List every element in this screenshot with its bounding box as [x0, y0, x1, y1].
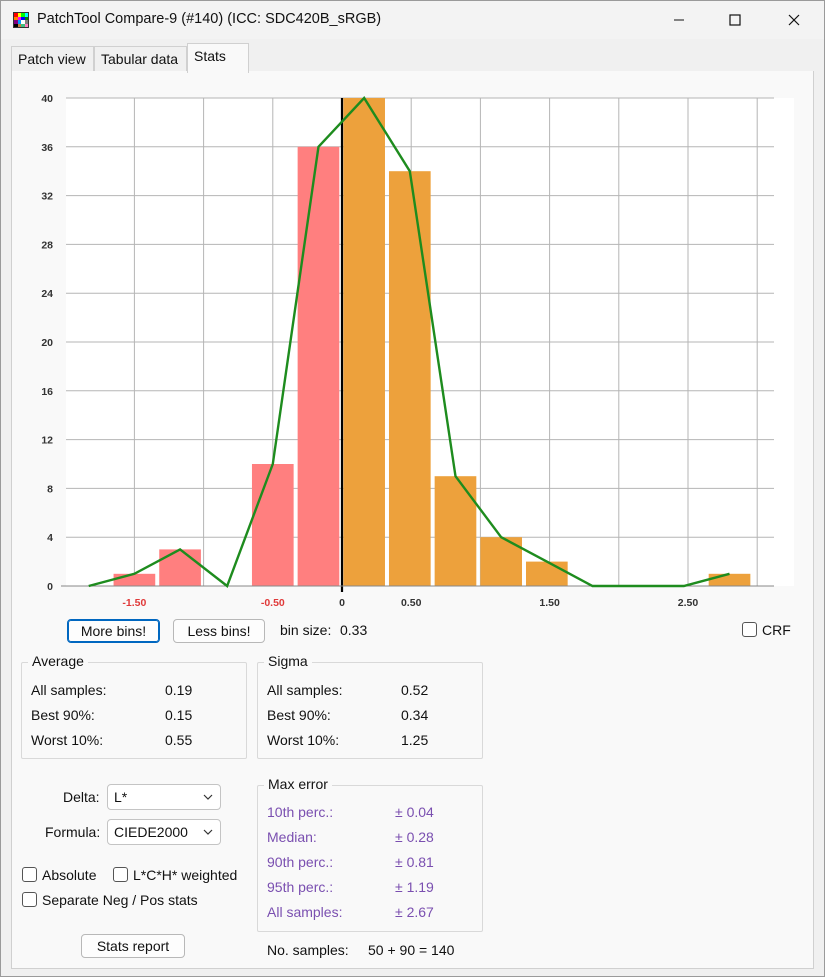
x-tick-label: -0.50: [261, 597, 285, 609]
tab-strip: Patch view Tabular data Stats: [11, 43, 814, 73]
crf-checkbox[interactable]: [742, 622, 757, 637]
average-group: Average: [21, 653, 247, 759]
average-best-value: 0.15: [165, 707, 193, 723]
y-tick-label: 16: [41, 386, 53, 398]
stats-report-button[interactable]: Stats report: [81, 934, 185, 958]
x-tick-label: 2.50: [678, 597, 699, 609]
histogram-bar: [251, 464, 294, 586]
median-value: ± 0.28: [395, 829, 434, 845]
perc10-value: ± 0.04: [395, 804, 434, 820]
histogram-bar: [159, 549, 201, 586]
tab-stats[interactable]: Stats: [187, 43, 249, 73]
maxerr-all-label: All samples:: [267, 904, 343, 920]
histogram-bar: [525, 561, 568, 586]
sigma-worst-value: 1.25: [401, 732, 429, 748]
samples-value: 50 + 90 = 140: [368, 942, 455, 958]
median-label: Median:: [267, 829, 317, 845]
chevron-down-icon: [203, 829, 213, 835]
x-tick-label: 0.50: [401, 597, 422, 609]
maximize-button[interactable]: [712, 1, 758, 39]
delta-label: Delta:: [63, 789, 100, 805]
histogram-bar: [343, 98, 385, 586]
average-all-value: 0.19: [165, 682, 193, 698]
lch-weighted-label: L*C*H* weighted: [133, 867, 238, 883]
y-tick-label: 36: [41, 142, 53, 154]
formula-select[interactable]: CIEDE2000: [107, 819, 221, 845]
y-tick-label: 12: [41, 435, 53, 447]
formula-select-value: CIEDE2000: [114, 824, 188, 840]
app-icon: [13, 12, 29, 28]
close-button[interactable]: [771, 1, 817, 39]
perc10-label: 10th perc.:: [267, 804, 334, 820]
minimize-button[interactable]: [656, 1, 702, 39]
bin-size-value: 0.33: [340, 622, 368, 638]
histogram-bar: [434, 476, 477, 586]
close-icon: [788, 14, 800, 26]
formula-label: Formula:: [45, 824, 101, 840]
more-bins-button[interactable]: More bins!: [67, 619, 160, 643]
histogram-bar: [297, 146, 340, 587]
sigma-worst-label: Worst 10%:: [267, 732, 340, 748]
average-worst-value: 0.55: [165, 732, 193, 748]
max-error-title: Max error: [264, 776, 332, 792]
perc90-label: 90th perc.:: [267, 854, 334, 870]
y-tick-label: 28: [41, 239, 53, 251]
histogram-bar: [708, 573, 751, 586]
absolute-checkbox[interactable]: [22, 867, 37, 882]
average-worst-label: Worst 10%:: [31, 732, 104, 748]
less-bins-button[interactable]: Less bins!: [173, 619, 265, 643]
x-tick-label: -1.50: [122, 597, 146, 609]
perc95-value: ± 1.19: [395, 879, 434, 895]
tab-tabular-data[interactable]: Tabular data: [94, 46, 187, 72]
y-tick-label: 4: [47, 532, 53, 544]
minimize-icon: [674, 19, 684, 21]
sigma-group: Sigma: [257, 653, 483, 759]
crf-label: CRF: [762, 622, 791, 638]
sigma-best-label: Best 90%:: [267, 707, 331, 723]
bin-size-label: bin size:: [280, 622, 332, 638]
histogram-bar: [113, 573, 156, 586]
sigma-all-label: All samples:: [267, 682, 343, 698]
y-tick-label: 0: [47, 581, 53, 593]
histogram-bar: [388, 171, 431, 586]
average-best-label: Best 90%:: [31, 707, 95, 723]
y-tick-label: 32: [41, 191, 53, 203]
y-tick-label: 24: [41, 288, 53, 300]
perc90-value: ± 0.81: [395, 854, 434, 870]
title-bar: PatchTool Compare-9 (#140) (ICC: SDC420B…: [1, 1, 824, 39]
tab-patch-view[interactable]: Patch view: [11, 46, 94, 72]
absolute-label: Absolute: [42, 867, 97, 883]
delta-select-value: L*: [114, 789, 128, 805]
chevron-down-icon: [203, 794, 213, 800]
distribution-line: [88, 96, 730, 588]
x-tick-label: 1.50: [539, 597, 560, 609]
average-all-label: All samples:: [31, 682, 107, 698]
y-tick-label: 40: [41, 93, 53, 105]
lch-weighted-checkbox[interactable]: [113, 867, 128, 882]
histogram-chart: 0 4 8 12 16 20 24 28 32 36 40 -1.50 -0.50 0 0.50 1.50 2.…: [41, 93, 794, 609]
separate-stats-label: Separate Neg / Pos stats: [42, 892, 198, 908]
maximize-icon: [729, 14, 741, 26]
window-title: PatchTool Compare-9 (#140) (ICC: SDC420B…: [37, 11, 382, 27]
sigma-all-value: 0.52: [401, 682, 429, 698]
sigma-best-value: 0.34: [401, 707, 429, 723]
separate-stats-checkbox[interactable]: [22, 892, 37, 907]
delta-select[interactable]: L*: [107, 784, 221, 810]
y-tick-label: 20: [41, 337, 53, 349]
perc95-label: 95th perc.:: [267, 879, 334, 895]
average-title: Average: [28, 653, 88, 669]
sigma-title: Sigma: [264, 653, 312, 669]
samples-label: No. samples:: [267, 942, 349, 958]
maxerr-all-value: ± 2.67: [395, 904, 434, 920]
max-error-group: Max error: [257, 776, 483, 932]
y-tick-label: 8: [47, 483, 53, 495]
x-tick-label: 0: [339, 597, 345, 609]
